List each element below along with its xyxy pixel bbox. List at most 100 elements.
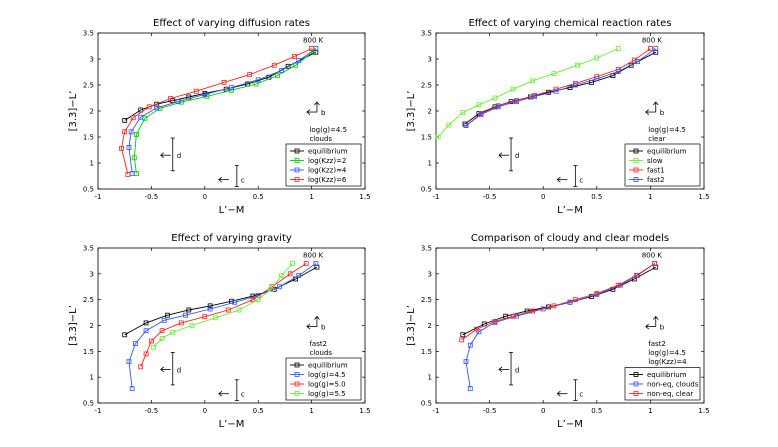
data-point xyxy=(143,351,149,357)
series-log(g)=5.5 xyxy=(151,261,295,350)
x-tick-label: -1 xyxy=(95,193,102,201)
series-line xyxy=(153,263,293,348)
arrow-d-head xyxy=(160,152,165,159)
data-point xyxy=(463,123,469,128)
arrow-b-up-head xyxy=(652,101,659,106)
legend-entry-label: fast2 xyxy=(647,176,665,184)
data-point xyxy=(510,86,516,92)
x-tick-label: 0 xyxy=(541,407,545,415)
series-line xyxy=(464,51,657,125)
x-tick-label: -0.5 xyxy=(483,407,497,415)
data-point xyxy=(159,336,165,341)
chart-title: Comparison of cloudy and clear models xyxy=(471,233,669,244)
arrow-b-up-head xyxy=(314,315,320,320)
data-point xyxy=(631,57,637,63)
x-tick-label: 1 xyxy=(309,407,313,415)
data-point xyxy=(128,129,134,135)
legend-entry-label: fast1 xyxy=(647,167,665,175)
data-point xyxy=(514,99,519,105)
legend-entry-label: log(g)=5.0 xyxy=(308,381,346,389)
data-point xyxy=(275,73,280,79)
data-point xyxy=(459,337,465,343)
data-point xyxy=(236,307,242,313)
chart-title: Effect of varying gravity xyxy=(171,233,292,244)
info-line: clouds xyxy=(309,349,332,357)
data-point xyxy=(138,364,144,370)
x-tick-label: -0.5 xyxy=(145,193,159,201)
data-point xyxy=(130,115,136,121)
data-point xyxy=(551,71,557,76)
y-tick-label: 2 xyxy=(90,108,94,116)
data-point xyxy=(279,68,285,73)
y-tick-label: 3 xyxy=(90,56,94,64)
data-point xyxy=(287,271,293,277)
series-line xyxy=(465,48,657,126)
x-tick-label: 1 xyxy=(648,407,652,415)
legend-swatch-marker xyxy=(294,381,300,387)
series-line xyxy=(461,263,655,341)
legend-swatch-marker xyxy=(633,372,639,377)
y-tick-label: 1.5 xyxy=(421,348,432,356)
x-tick-label: 1.5 xyxy=(359,407,370,415)
data-point xyxy=(296,272,302,278)
data-point xyxy=(446,122,452,128)
data-point xyxy=(122,117,128,123)
arrow-b-left-head xyxy=(645,323,650,330)
arrow-b-left-head xyxy=(306,323,311,330)
legend-entry-label: non-eq, clouds xyxy=(647,381,699,389)
arrow-label-c: c xyxy=(241,391,245,399)
data-point xyxy=(134,131,139,137)
data-point xyxy=(289,261,295,266)
info-line: log(g)=4.5 xyxy=(648,126,686,134)
data-point xyxy=(594,291,600,296)
x-tick-label: 0.5 xyxy=(591,193,602,201)
arrow-label-d: d xyxy=(515,366,519,374)
x-tick-label: 0.5 xyxy=(253,407,264,415)
arrow-label-b: b xyxy=(660,109,665,117)
data-point xyxy=(207,306,213,312)
arrow-c-head xyxy=(556,176,561,183)
y-tick-label: 2.5 xyxy=(83,296,94,304)
legend-swatch-marker xyxy=(294,148,300,154)
data-point xyxy=(229,85,234,90)
arrow-label-b: b xyxy=(321,109,326,117)
temperature-label: 800 K xyxy=(303,251,324,259)
chart-title: Effect of varying chemical reaction rate… xyxy=(468,18,671,29)
chart-panel-2: -1 -0.5 0 0.5 1 1.5 0.5 1 1.5 2 2.5 3 3.5 Effect of v… xyxy=(406,18,710,216)
data-point xyxy=(207,303,213,309)
arrow-label-c: c xyxy=(241,177,245,185)
x-tick-label: -1 xyxy=(95,407,102,415)
data-point xyxy=(653,46,659,51)
y-tick-label: 1.5 xyxy=(83,348,94,356)
data-point xyxy=(467,342,473,348)
annotation-arrows xyxy=(498,315,659,401)
chart-panel-3: -1 -0.5 0 0.5 1 1.5 0.5 1 1.5 2 2.5 3 3.5 Effect of v… xyxy=(68,233,371,430)
data-point xyxy=(532,94,538,99)
y-tick-label: 1.5 xyxy=(421,134,432,142)
arrow-label-c: c xyxy=(579,391,583,399)
data-point xyxy=(572,82,578,88)
x-tick-label: -1 xyxy=(433,407,440,415)
y-tick-label: 3 xyxy=(428,270,432,278)
arrow-label-c: c xyxy=(579,177,583,185)
data-point xyxy=(125,172,131,177)
series-line xyxy=(121,48,312,175)
data-point xyxy=(122,332,128,338)
arrow-b-left-head xyxy=(645,109,650,115)
legend-box xyxy=(624,143,701,187)
data-point xyxy=(229,87,234,93)
y-tick-label: 3 xyxy=(428,56,432,64)
data-point xyxy=(530,78,535,84)
data-point xyxy=(122,129,128,135)
y-tick-label: 0.5 xyxy=(421,400,432,408)
series-line xyxy=(465,263,655,389)
data-point xyxy=(157,106,163,111)
info-line: clear xyxy=(648,135,665,143)
y-tick-label: 2 xyxy=(428,322,432,330)
series-non-eq, clear xyxy=(459,261,658,343)
chart-panel-4: -1 -0.5 0 0.5 1 1.5 0.5 1 1.5 2 2.5 3 3.5 Comparison … xyxy=(406,233,710,430)
arrow-c-head xyxy=(218,390,223,397)
data-point xyxy=(492,318,498,324)
